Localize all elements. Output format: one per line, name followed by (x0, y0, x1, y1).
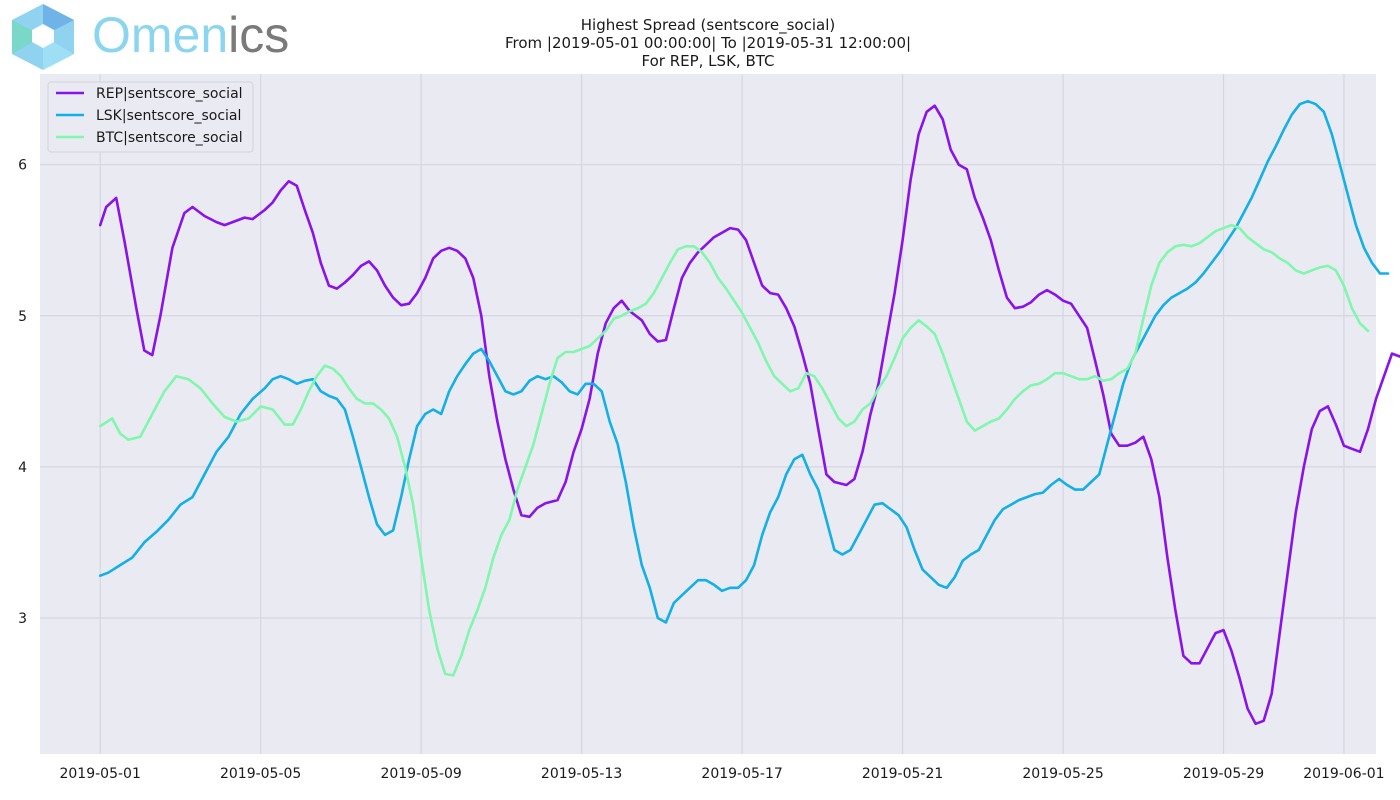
omenics-logo-mark (12, 4, 74, 70)
legend-label-btc: BTC|sentscore_social (96, 130, 243, 146)
chart-title: Highest Spread (sentscore_social) (581, 16, 835, 35)
x-tick-label: 2019-05-17 (701, 766, 782, 782)
legend-label-rep: REP|sentscore_social (96, 86, 243, 102)
x-tick-label: 2019-06-01 (1303, 766, 1384, 782)
legend: REP|sentscore_social LSK|sentscore_socia… (47, 81, 254, 153)
y-axis-ticks: 3 4 5 6 (18, 158, 27, 627)
x-tick-label: 2019-05-29 (1183, 766, 1264, 782)
logo-text-ics: ics (228, 7, 289, 63)
series-line-btc (98, 223, 1370, 677)
chart-subtitle-2: For REP, LSK, BTC (642, 52, 775, 70)
logo-text-omen: Omen (92, 7, 228, 63)
x-tick-label: 2019-05-25 (1022, 766, 1103, 782)
x-tick-label: 2019-05-09 (380, 766, 461, 782)
y-tick-label: 5 (18, 309, 27, 325)
chart-subtitle: From |2019-05-01 00:00:00| To |2019-05-3… (505, 34, 911, 52)
omenics-logo-text: Omenics (92, 7, 289, 63)
y-tick-label: 6 (18, 158, 27, 174)
legend-label-lsk: LSK|sentscore_social (96, 108, 241, 124)
x-axis-ticks: 2019-05-01 2019-05-05 2019-05-09 2019-05-13… (59, 766, 1384, 782)
x-tick-label: 2019-05-01 (59, 766, 140, 782)
series-lines (98, 99, 1400, 726)
y-tick-label: 4 (18, 460, 27, 476)
series-line-rep (98, 104, 1400, 726)
x-tick-label: 2019-05-05 (220, 766, 301, 782)
omenics-logo: Omenics (12, 4, 289, 70)
x-tick-label: 2019-05-13 (541, 766, 622, 782)
y-tick-label: 3 (18, 611, 27, 627)
legend-box (47, 81, 254, 153)
series-line-lsk (98, 99, 1390, 624)
x-tick-label: 2019-05-21 (862, 766, 943, 782)
plot-area (40, 74, 1376, 754)
